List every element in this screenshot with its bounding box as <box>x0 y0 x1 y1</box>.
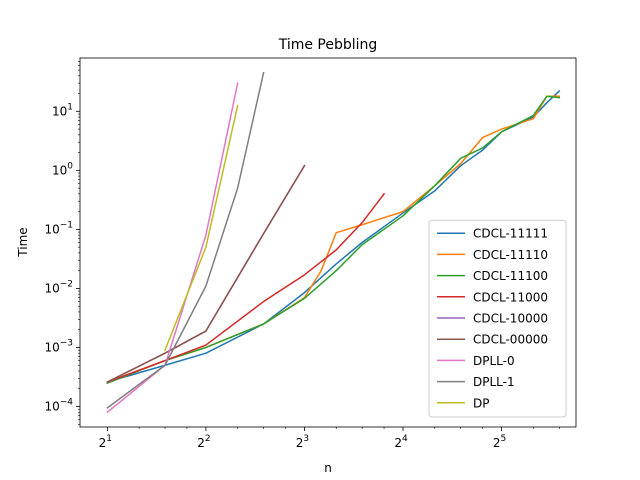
x-tick-label: 22 <box>197 434 210 450</box>
y-tick-label: 101 <box>52 102 73 118</box>
series-line-cdcl-11000 <box>106 192 386 383</box>
legend-label: CDCL-11111 <box>473 227 548 241</box>
x-tick-label: 25 <box>493 434 506 450</box>
x-tick-label: 24 <box>394 434 408 450</box>
legend-label: DP <box>473 396 489 410</box>
series-line-cdcl-11100 <box>106 95 561 385</box>
legend-label: CDCL-11000 <box>473 290 548 304</box>
series-line-cdcl-00000 <box>106 164 306 384</box>
y-tick-label: 100 <box>52 161 73 177</box>
series-line-dpll-1 <box>106 71 265 409</box>
legend: CDCL-11111 CDCL-11110 CDCL-11100 CDCL-11000… <box>428 219 567 418</box>
legend-label: CDCL-11110 <box>473 248 548 262</box>
y-tick-label: 10−1 <box>44 220 73 236</box>
series-line-dp <box>164 104 239 352</box>
legend-box <box>428 219 567 418</box>
x-tick-label: 21 <box>99 434 112 450</box>
legend-label: CDCL-10000 <box>473 312 548 326</box>
y-axis-label: Time <box>16 227 30 257</box>
y-tick-label: 10−3 <box>44 338 73 354</box>
x-axis-label: n <box>324 461 332 475</box>
x-tick-label: 23 <box>296 434 309 450</box>
chart-title: Time Pebbling <box>278 37 378 53</box>
y-tick-label: 10−2 <box>44 279 73 295</box>
y-tick-label: 10−4 <box>44 398 73 414</box>
legend-label: DPLL-0 <box>473 354 515 368</box>
legend-label: DPLL-1 <box>473 375 515 389</box>
legend-label: CDCL-11100 <box>473 269 548 283</box>
legend-label: CDCL-00000 <box>473 333 548 347</box>
